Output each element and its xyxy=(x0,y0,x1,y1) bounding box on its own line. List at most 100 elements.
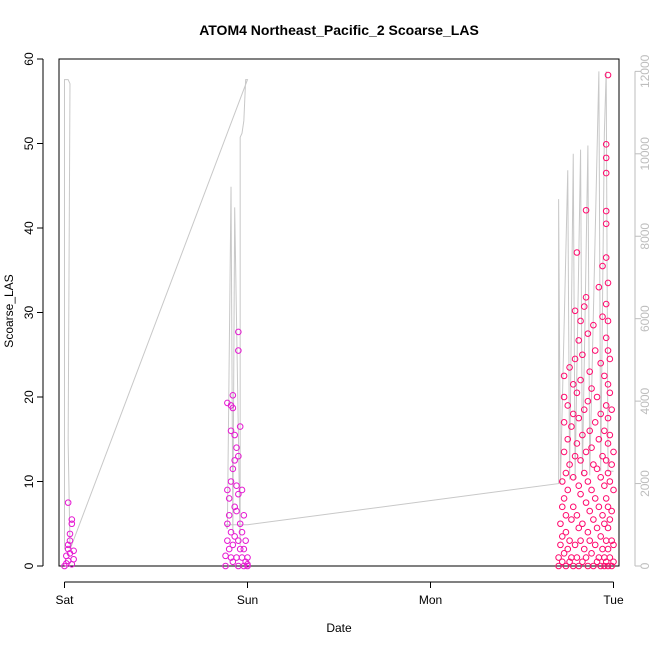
scatter-point xyxy=(225,512,233,519)
scatter-point xyxy=(564,435,572,443)
scatter-point xyxy=(240,545,248,553)
scatter-point xyxy=(590,516,597,523)
scatter-point xyxy=(229,392,237,399)
scatter-point xyxy=(579,431,586,439)
scatter-point xyxy=(558,533,566,540)
scatter-point xyxy=(604,347,612,354)
scatter-point xyxy=(229,541,237,549)
scatter-point xyxy=(586,537,594,544)
scatter-point xyxy=(231,503,238,511)
scatter-point xyxy=(579,351,586,359)
scatter-point xyxy=(604,317,612,325)
scatter-point xyxy=(575,482,583,490)
scatter-point xyxy=(602,537,610,544)
scatter-point xyxy=(602,558,610,566)
scatter-point xyxy=(238,528,246,536)
scatter-point xyxy=(564,545,572,553)
scatter-point xyxy=(601,562,608,570)
scatter-point xyxy=(580,406,588,413)
scatter-point xyxy=(579,520,586,528)
scatter-point xyxy=(606,516,614,523)
y2-tick-label: 10000 xyxy=(638,137,650,171)
scatter-point xyxy=(588,550,595,557)
scatter-point xyxy=(558,558,566,566)
secondary-series-line xyxy=(63,71,614,550)
scatter-point xyxy=(602,141,610,148)
scatter-point xyxy=(602,154,610,162)
scatter-point xyxy=(608,461,615,468)
x-axis-label: Date xyxy=(326,621,352,635)
scatter-point xyxy=(593,393,601,401)
scatter-point xyxy=(586,368,594,375)
scatter-point xyxy=(242,537,249,544)
scatter-point xyxy=(608,562,615,570)
y-tick-label: 40 xyxy=(22,221,36,235)
scatter-point xyxy=(602,334,610,342)
scatter-point xyxy=(236,545,244,553)
scatter-point xyxy=(569,410,577,418)
scatter-point xyxy=(575,524,583,532)
scatter-point xyxy=(610,558,617,566)
y-tick-label: 30 xyxy=(22,306,36,320)
scatter-point xyxy=(595,435,603,443)
scatter-point xyxy=(557,520,564,528)
scatter-point xyxy=(593,524,601,532)
x-tick-label: Sun xyxy=(237,593,258,607)
scatter-point xyxy=(560,448,568,456)
y2-tick-label: 8000 xyxy=(638,223,650,250)
scatter-point xyxy=(604,524,612,532)
scatter-point xyxy=(604,414,612,422)
chart-title: ATOM4 Northeast_Pacific_2 Scoarse_LAS xyxy=(199,22,479,38)
scatter-point xyxy=(240,562,248,570)
scatter-point xyxy=(235,328,242,336)
scatter-point xyxy=(66,537,74,544)
scatter-point xyxy=(591,495,599,502)
scatter-point xyxy=(573,554,581,561)
scatter-point xyxy=(606,389,614,397)
scatter-point xyxy=(560,393,568,401)
scatter-point xyxy=(584,330,592,337)
scatter-point xyxy=(588,385,595,392)
y-tick-label: 10 xyxy=(22,475,36,489)
scatter-point xyxy=(599,545,606,553)
scatter-point xyxy=(571,307,579,315)
scatter-point xyxy=(582,554,590,561)
scatter-point xyxy=(235,537,242,544)
scatter-point xyxy=(597,533,604,540)
scatter-point xyxy=(602,220,610,228)
scatter-point xyxy=(225,495,233,502)
scatter-point xyxy=(562,528,570,536)
scatter-point xyxy=(601,427,608,435)
scatter-point xyxy=(224,486,231,494)
scatter-point xyxy=(227,427,235,435)
scatter-point xyxy=(602,457,610,464)
scatter-point xyxy=(233,482,240,490)
scatter-point xyxy=(582,206,590,214)
scatter-point xyxy=(608,507,615,515)
scatter-point xyxy=(224,537,231,544)
scatter-point xyxy=(571,452,579,460)
scatter-point xyxy=(569,381,577,388)
scatter-point xyxy=(602,495,610,502)
scatter-point xyxy=(70,547,77,555)
y-tick-label: 50 xyxy=(22,137,36,151)
scatter-point xyxy=(64,541,72,549)
scatter-point xyxy=(584,397,592,405)
scatter-point xyxy=(555,554,562,561)
scatter-point xyxy=(580,469,588,477)
y2-tick-label: 2000 xyxy=(638,470,650,497)
scatter-point xyxy=(569,503,577,511)
scatter-point xyxy=(586,427,594,435)
y-axis-right: 0 2000 4000 6000 8000 10000 12000 xyxy=(634,54,650,569)
scatter-point xyxy=(238,486,246,494)
scatter-point xyxy=(588,444,595,452)
scatter-point xyxy=(240,512,248,519)
scatter-point xyxy=(580,303,588,310)
y2-tick-label: 4000 xyxy=(638,387,650,414)
scatter-point xyxy=(573,389,581,397)
scatter-point xyxy=(604,503,612,511)
scatter-point xyxy=(222,552,229,560)
scatter-point xyxy=(229,404,237,412)
scatter-point xyxy=(231,457,238,464)
